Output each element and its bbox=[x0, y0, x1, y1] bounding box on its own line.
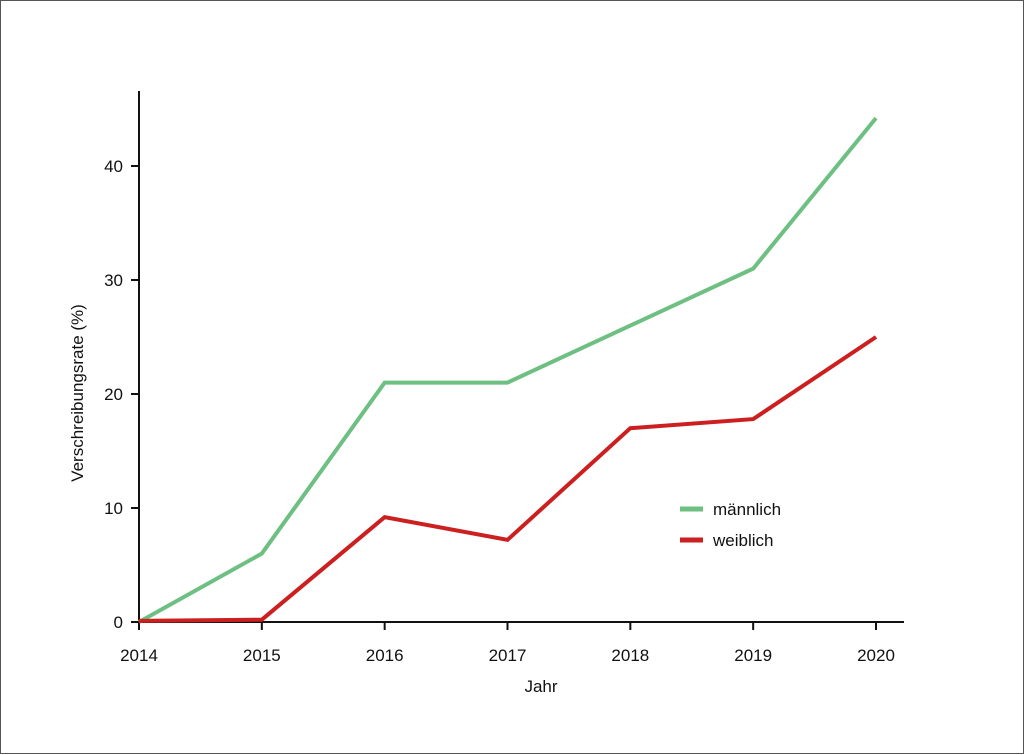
legend-label: weiblich bbox=[712, 531, 773, 550]
x-ticks: 2014 2015 2016 2017 2018 2019 2020 bbox=[120, 622, 895, 665]
y-tick-label: 10 bbox=[104, 499, 123, 518]
x-axis-title: Jahr bbox=[524, 677, 557, 696]
x-tick-label: 2014 bbox=[120, 646, 158, 665]
series-line-maennlich bbox=[138, 116, 878, 624]
x-tick-label: 2017 bbox=[489, 646, 527, 665]
x-tick-label: 2016 bbox=[366, 646, 404, 665]
y-tick-label: 0 bbox=[114, 613, 123, 632]
axes bbox=[138, 91, 904, 623]
y-tick-label: 20 bbox=[104, 385, 123, 404]
series-lines bbox=[138, 116, 878, 624]
y-tick-label: 40 bbox=[104, 157, 123, 176]
x-tick-label: 2019 bbox=[734, 646, 772, 665]
x-tick-label: 2015 bbox=[243, 646, 281, 665]
y-axis-title: Verschreibungsrate (%) bbox=[68, 304, 87, 482]
legend-label: männlich bbox=[713, 500, 781, 519]
series-line-weiblich bbox=[138, 335, 878, 623]
x-tick-label: 2020 bbox=[857, 646, 895, 665]
legend: männlich weiblich bbox=[680, 500, 781, 550]
x-tick-label: 2018 bbox=[611, 646, 649, 665]
y-ticks: 0 10 20 30 40 bbox=[104, 157, 139, 632]
y-tick-label: 30 bbox=[104, 271, 123, 290]
